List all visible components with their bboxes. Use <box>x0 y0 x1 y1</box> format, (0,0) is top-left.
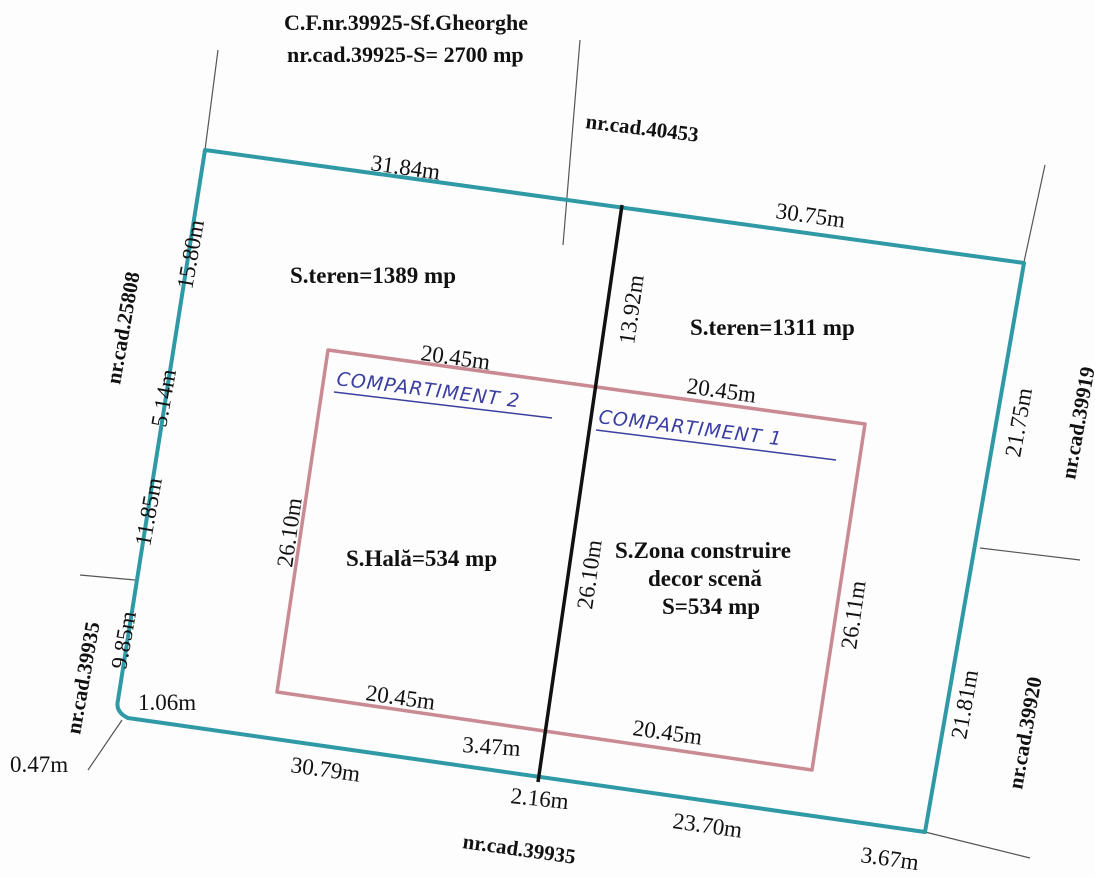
compartment-2-label: COMPARTIMENT 2 <box>335 368 521 412</box>
dim-corner-1: 1.06m <box>138 690 196 715</box>
dim-bottom-3: 2.16m <box>509 783 570 814</box>
dim-right-1: 21.75m <box>1000 386 1037 459</box>
neighbor-top-right: nr.cad.40453 <box>584 109 700 147</box>
dim-hala-left: 26.10m <box>272 496 306 569</box>
dim-middle: 26.10m <box>572 538 606 611</box>
parcel-divider <box>536 204 624 783</box>
neighbor-line-top-right <box>562 39 581 246</box>
neighbor-line-top-left <box>204 49 219 151</box>
zona-area-line3: S=534 mp <box>662 594 760 619</box>
compartment-1-label: COMPARTIMENT 1 <box>597 406 783 450</box>
dim-hala-top: 20.45m <box>419 340 492 374</box>
dim-bottom-1: 30.79m <box>289 752 362 786</box>
dim-top-right: 30.75m <box>774 198 847 232</box>
neighbor-left: nr.cad.25808 <box>101 270 144 386</box>
neighbor-bottom: nr.cad.39935 <box>461 829 577 869</box>
neighbor-line-bottom-left <box>87 719 123 771</box>
dim-left-4: 9.85m <box>106 609 141 671</box>
right-parcel-area: S.teren=1311 mp <box>690 315 855 340</box>
cad-area-label: nr.cad.39925-S= 2700 mp <box>287 42 524 67</box>
dim-hala-bottom: 20.45m <box>364 680 437 714</box>
dim-top-left: 31.84m <box>369 150 442 184</box>
dim-corner-2: 0.47m <box>10 752 68 777</box>
dim-bottom-5: 3.67m <box>859 842 920 875</box>
compartment-2-underline <box>333 391 553 419</box>
hala-area: S.Hală=534 mp <box>346 546 497 571</box>
dim-divider: 13.92m <box>614 273 648 346</box>
neighbor-line-bottom-right <box>924 831 1031 859</box>
left-parcel-area: S.teren=1389 mp <box>290 263 456 288</box>
parcel-boundary <box>115 148 1026 834</box>
dim-left-3: 11.85m <box>130 476 167 548</box>
zona-area-line2: decor scenă <box>648 566 762 591</box>
neighbor-right-top: nr.cad.39919 <box>1056 365 1095 481</box>
neighbor-line-right-mid <box>979 547 1081 561</box>
neighbor-line-right-top <box>1023 164 1046 263</box>
building-outline <box>275 348 867 772</box>
neighbor-right-bottom: nr.cad.39920 <box>1003 675 1046 791</box>
dim-left-2: 5.14m <box>146 367 181 429</box>
dim-bottom-4: 23.70m <box>671 808 744 842</box>
neighbor-line-left-mid <box>79 574 136 581</box>
compartment-1-underline <box>595 429 837 461</box>
dim-left-1: 15.80m <box>172 218 209 291</box>
dim-bottom-2: 3.47m <box>462 732 522 761</box>
cf-label: C.F.nr.39925-Sf.Gheorghe <box>284 10 528 35</box>
zona-area-line1: S.Zona construire <box>615 538 791 563</box>
neighbor-left-bottom: nr.cad.39935 <box>61 620 104 736</box>
